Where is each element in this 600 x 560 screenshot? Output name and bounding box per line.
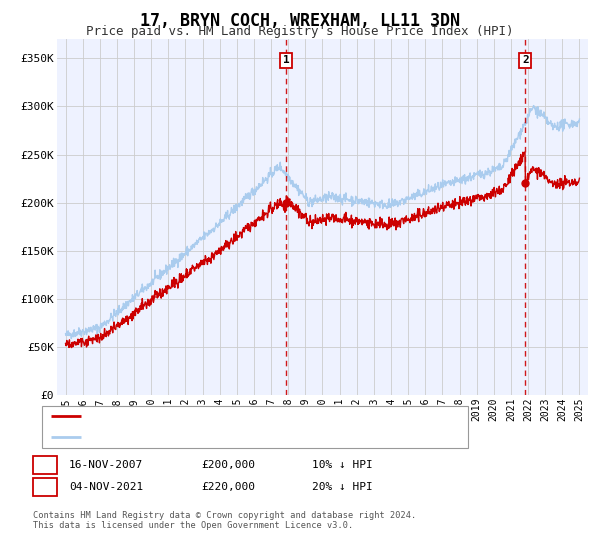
Text: 1: 1 xyxy=(283,55,290,66)
Text: 16-NOV-2007: 16-NOV-2007 xyxy=(69,460,143,470)
Text: 20% ↓ HPI: 20% ↓ HPI xyxy=(312,482,373,492)
Text: £200,000: £200,000 xyxy=(201,460,255,470)
Text: HPI: Average price, detached house, Wrexham: HPI: Average price, detached house, Wrex… xyxy=(86,432,355,442)
Text: 2: 2 xyxy=(522,55,529,66)
Text: 04-NOV-2021: 04-NOV-2021 xyxy=(69,482,143,492)
Text: 1: 1 xyxy=(41,460,49,470)
Text: 17, BRYN COCH, WREXHAM, LL11 3DN: 17, BRYN COCH, WREXHAM, LL11 3DN xyxy=(140,12,460,30)
Text: £220,000: £220,000 xyxy=(201,482,255,492)
Text: Contains HM Land Registry data © Crown copyright and database right 2024.
This d: Contains HM Land Registry data © Crown c… xyxy=(33,511,416,530)
Text: Price paid vs. HM Land Registry's House Price Index (HPI): Price paid vs. HM Land Registry's House … xyxy=(86,25,514,38)
Text: 10% ↓ HPI: 10% ↓ HPI xyxy=(312,460,373,470)
Text: 2: 2 xyxy=(41,482,49,492)
Text: 17, BRYN COCH, WREXHAM, LL11 3DN (detached house): 17, BRYN COCH, WREXHAM, LL11 3DN (detach… xyxy=(86,411,392,421)
